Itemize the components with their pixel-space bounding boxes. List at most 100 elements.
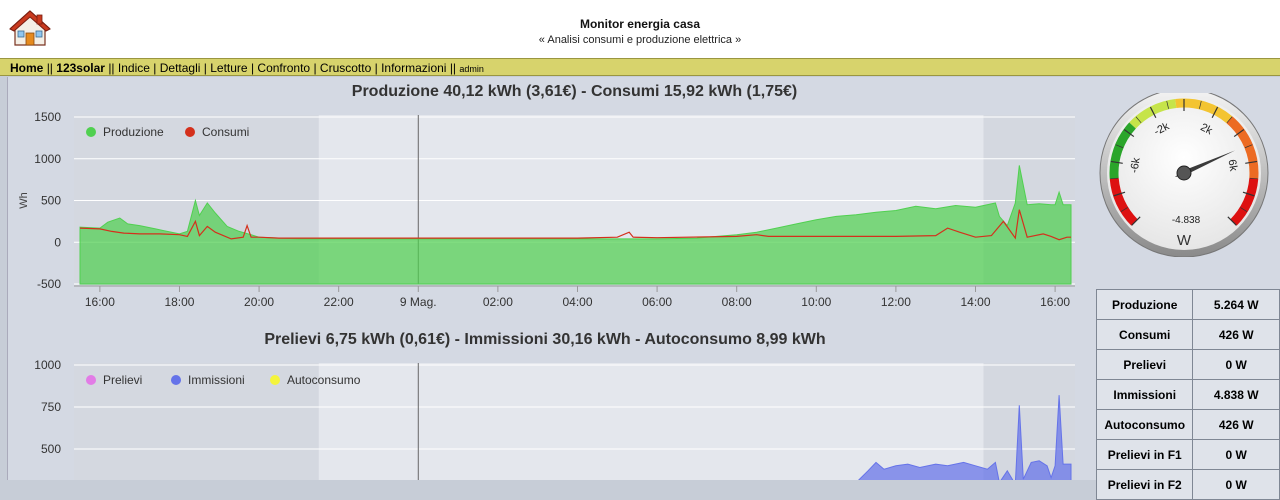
stats-label: Prelievi in F1 [1095, 439, 1194, 470]
production-consumption-chart: 1500 1000 500 0 -500 Produzione Consumi Wh 16:00… [18, 110, 1075, 309]
gauge-tick [1166, 100, 1169, 109]
nav-home[interactable]: Home [10, 61, 44, 75]
nav-informazioni[interactable]: Informazioni [381, 61, 447, 75]
stats-label: Prelievi [1095, 349, 1194, 380]
y-tick-label: 1000 [34, 152, 61, 166]
consumi-line [79, 209, 1071, 241]
gauge-tick [1226, 116, 1233, 124]
gauge-band-yellow [1175, 98, 1233, 124]
gauge-tick [1233, 129, 1245, 138]
y-tick-label: 750 [41, 400, 61, 414]
stats-row: Consumi 426 W [1095, 319, 1280, 350]
stats-row: Autoconsumo 426 W [1095, 409, 1280, 440]
y-tick-label: 500 [41, 194, 61, 208]
gauge-tick [1131, 216, 1141, 226]
nav-cruscotto[interactable]: Cruscotto [319, 61, 372, 75]
nav-separator: || [46, 61, 53, 75]
nav-bar: Home || 123solar || Indice | Dettagli | … [0, 58, 1280, 76]
stats-value: 4.838 W [1192, 379, 1280, 410]
nav-indice[interactable]: Indice [117, 61, 150, 75]
gauge-tick [1110, 160, 1123, 164]
nav-separator: | [313, 61, 317, 75]
legend-label: Produzione [103, 125, 164, 139]
x-tick-label: 12:00 [881, 295, 911, 309]
stats-value: 0 W [1192, 349, 1280, 380]
gauge-tick-label: 6k [1226, 159, 1240, 173]
legend-label: Autoconsumo [287, 373, 361, 387]
legend-label: Consumi [202, 125, 249, 139]
stats-label: Produzione [1095, 289, 1194, 320]
gauge-tick-label: 2k [1198, 121, 1214, 137]
nav-confronto[interactable]: Confronto [257, 61, 311, 75]
stats-label: Immissioni [1095, 379, 1194, 410]
stats-value: 0 W [1192, 439, 1280, 470]
gauge-tick [1211, 106, 1219, 119]
nav-separator: | [203, 61, 207, 75]
stats-label: Prelievi in F2 [1095, 469, 1194, 500]
stats-row: Prelievi 0 W [1095, 349, 1280, 380]
x-tick-label: 9 Mag. [400, 295, 437, 309]
home-icon[interactable] [9, 9, 51, 47]
x-tick-label: 22:00 [324, 295, 354, 309]
legend-marker [171, 375, 181, 385]
gauge-tick [1110, 177, 1119, 180]
gauge-tick [1123, 129, 1135, 138]
nav-separator: || [449, 61, 457, 75]
legend-label: Immissioni [188, 373, 245, 387]
y-tick-label: 0 [54, 235, 61, 249]
nav-separator: | [250, 61, 255, 75]
gauge-tick [1199, 100, 1202, 109]
stats-row: Immissioni 4.838 W [1095, 379, 1280, 410]
x-tick-label: 06:00 [642, 295, 672, 309]
stats-value: 426 W [1192, 319, 1280, 350]
stats-row: Produzione 5.264 W [1095, 289, 1280, 320]
legend-marker [270, 375, 280, 385]
gauge-value: -4.838 [1172, 215, 1201, 226]
site-title: Monitor energia casa [579, 17, 701, 31]
x-tick-label: 16:00 [1040, 295, 1070, 309]
y-tick-label: 500 [41, 442, 61, 456]
site-subtitle: « Analisi consumi e produzione elettrica… [538, 34, 742, 46]
nav-123solar[interactable]: 123solar [56, 61, 105, 75]
stats-row: Prelievi in F2 0 W [1095, 469, 1280, 500]
nav-admin[interactable]: admin [459, 64, 484, 74]
x-tick-label: 14:00 [960, 295, 990, 309]
gauge-tick [1113, 191, 1126, 197]
nav-separator: | [374, 61, 378, 75]
x-tick-label: 02:00 [483, 295, 513, 309]
gauge-tick [1149, 106, 1157, 119]
page-header: Monitor energia casa « Analisi consumi e… [0, 0, 1280, 58]
chart1-title: Produzione 40,12 kWh (3,61€) - Consumi 1… [351, 83, 798, 100]
gauge-hub [1176, 165, 1192, 181]
x-tick-label: 20:00 [244, 295, 274, 309]
x-tick-label: 10:00 [801, 295, 831, 309]
gauge-band-red [1109, 177, 1138, 226]
gauge-tick [1245, 160, 1258, 164]
x-tick-label: 16:00 [85, 295, 115, 309]
legend-marker [86, 375, 96, 385]
y-axis-label: Wh [18, 192, 30, 209]
stats-label: Autoconsumo [1095, 409, 1194, 440]
gauge-unit: W [1177, 232, 1192, 249]
gauge-tick [1242, 191, 1255, 197]
nav-letture[interactable]: Letture [210, 61, 248, 75]
x-tick-label: 04:00 [562, 295, 592, 309]
chart2-title: Prelievi 6,75 kWh (0,61€) - Immissioni 3… [264, 331, 826, 348]
legend-marker [185, 127, 195, 137]
gauge-tick [1115, 144, 1124, 149]
stats-value: 426 W [1192, 409, 1280, 440]
gauge-tick [1120, 207, 1128, 212]
stats-label: Consumi [1095, 319, 1194, 350]
x-tick-label: 18:00 [164, 295, 194, 309]
nav-separator: || [108, 61, 115, 75]
nav-dettagli[interactable]: Dettagli [159, 61, 201, 75]
stats-value: 5.264 W [1192, 289, 1280, 320]
stats-row: Prelievi in F1 0 W [1095, 439, 1280, 470]
gauge-tick [1135, 116, 1142, 124]
gauge-band-green [1109, 122, 1137, 179]
immissioni-area [858, 395, 1072, 480]
stats-value: 0 W [1192, 469, 1280, 500]
gauge-tick [1227, 216, 1237, 226]
stats-table: Produzione 5.264 W Consumi 426 W Prelievi 0 W… [1095, 289, 1280, 500]
